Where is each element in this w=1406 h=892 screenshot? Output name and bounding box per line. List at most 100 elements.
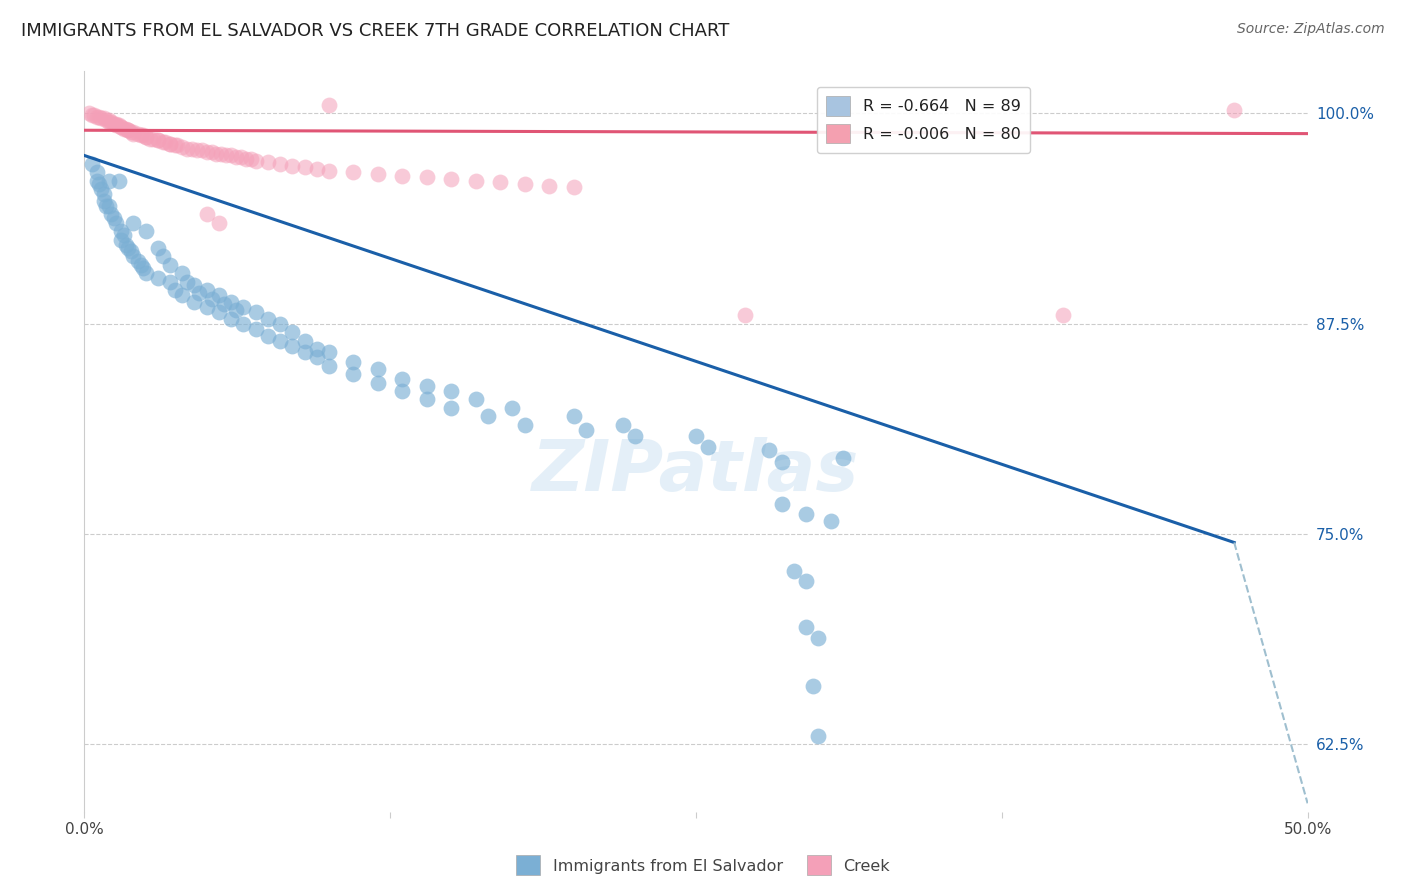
Point — [305, 342, 328, 356]
Point — [416, 392, 439, 407]
Point — [107, 118, 129, 132]
Point — [219, 294, 242, 309]
Point — [172, 266, 194, 280]
Point — [117, 241, 139, 255]
Point — [129, 258, 152, 272]
Text: ZIPatlas: ZIPatlas — [533, 437, 859, 506]
Point — [183, 294, 205, 309]
Point — [803, 679, 825, 693]
Point — [305, 351, 328, 365]
Point — [1052, 309, 1074, 323]
Point — [245, 153, 267, 168]
Point — [562, 409, 585, 424]
Point — [477, 409, 499, 424]
Point — [208, 216, 231, 230]
Point — [758, 442, 780, 457]
Point — [87, 177, 110, 191]
Point — [93, 112, 115, 126]
Point — [235, 152, 257, 166]
Point — [97, 115, 120, 129]
Point — [294, 334, 316, 348]
Point — [103, 116, 125, 130]
Point — [342, 355, 364, 369]
Point — [1223, 103, 1246, 117]
Point — [172, 140, 194, 154]
Point — [117, 123, 139, 137]
Point — [229, 150, 252, 164]
Point — [159, 136, 181, 151]
Point — [135, 266, 157, 280]
Point — [416, 170, 439, 185]
Point — [464, 174, 486, 188]
Point — [146, 133, 169, 147]
Point — [697, 440, 720, 454]
Point — [489, 175, 512, 190]
Point — [219, 311, 242, 326]
Point — [464, 392, 486, 407]
Point — [794, 620, 817, 634]
Point — [208, 305, 231, 319]
Point — [96, 199, 118, 213]
Point — [232, 317, 254, 331]
Point — [127, 127, 149, 141]
Point — [831, 451, 853, 466]
Point — [100, 207, 122, 221]
Point — [794, 574, 817, 589]
Point — [257, 311, 280, 326]
Point — [142, 131, 165, 145]
Point — [195, 283, 218, 297]
Point — [269, 157, 291, 171]
Point — [575, 423, 598, 437]
Point — [342, 165, 364, 179]
Point — [513, 177, 536, 191]
Point — [97, 113, 120, 128]
Point — [122, 216, 145, 230]
Point — [318, 98, 340, 112]
Point — [219, 148, 242, 162]
Point — [83, 108, 105, 122]
Point — [93, 194, 115, 208]
Point — [239, 152, 262, 166]
Point — [562, 180, 585, 194]
Point — [127, 254, 149, 268]
Point — [195, 300, 218, 314]
Point — [215, 148, 238, 162]
Point — [77, 106, 100, 120]
Point — [90, 182, 112, 196]
Point — [205, 146, 228, 161]
Point — [107, 174, 129, 188]
Point — [245, 322, 267, 336]
Point — [342, 368, 364, 382]
Point — [90, 112, 112, 126]
Point — [103, 211, 125, 225]
Point — [159, 275, 181, 289]
Legend: Immigrants from El Salvador, Creek: Immigrants from El Salvador, Creek — [509, 849, 897, 881]
Point — [135, 130, 157, 145]
Point — [117, 123, 139, 137]
Point — [318, 345, 340, 359]
Point — [135, 130, 157, 145]
Point — [172, 288, 194, 302]
Point — [538, 178, 561, 193]
Point — [195, 207, 218, 221]
Point — [129, 128, 152, 143]
Point — [86, 165, 108, 179]
Point — [770, 497, 793, 511]
Point — [80, 157, 103, 171]
Point — [153, 135, 176, 149]
Point — [112, 227, 135, 242]
Point — [440, 384, 463, 398]
Point — [176, 275, 198, 289]
Point — [612, 417, 634, 432]
Point — [115, 237, 138, 252]
Point — [115, 121, 138, 136]
Point — [770, 455, 793, 469]
Point — [135, 224, 157, 238]
Point — [294, 161, 316, 175]
Point — [225, 303, 247, 318]
Point — [367, 362, 389, 376]
Text: Source: ZipAtlas.com: Source: ZipAtlas.com — [1237, 22, 1385, 37]
Point — [110, 120, 132, 134]
Point — [93, 187, 115, 202]
Point — [120, 244, 142, 259]
